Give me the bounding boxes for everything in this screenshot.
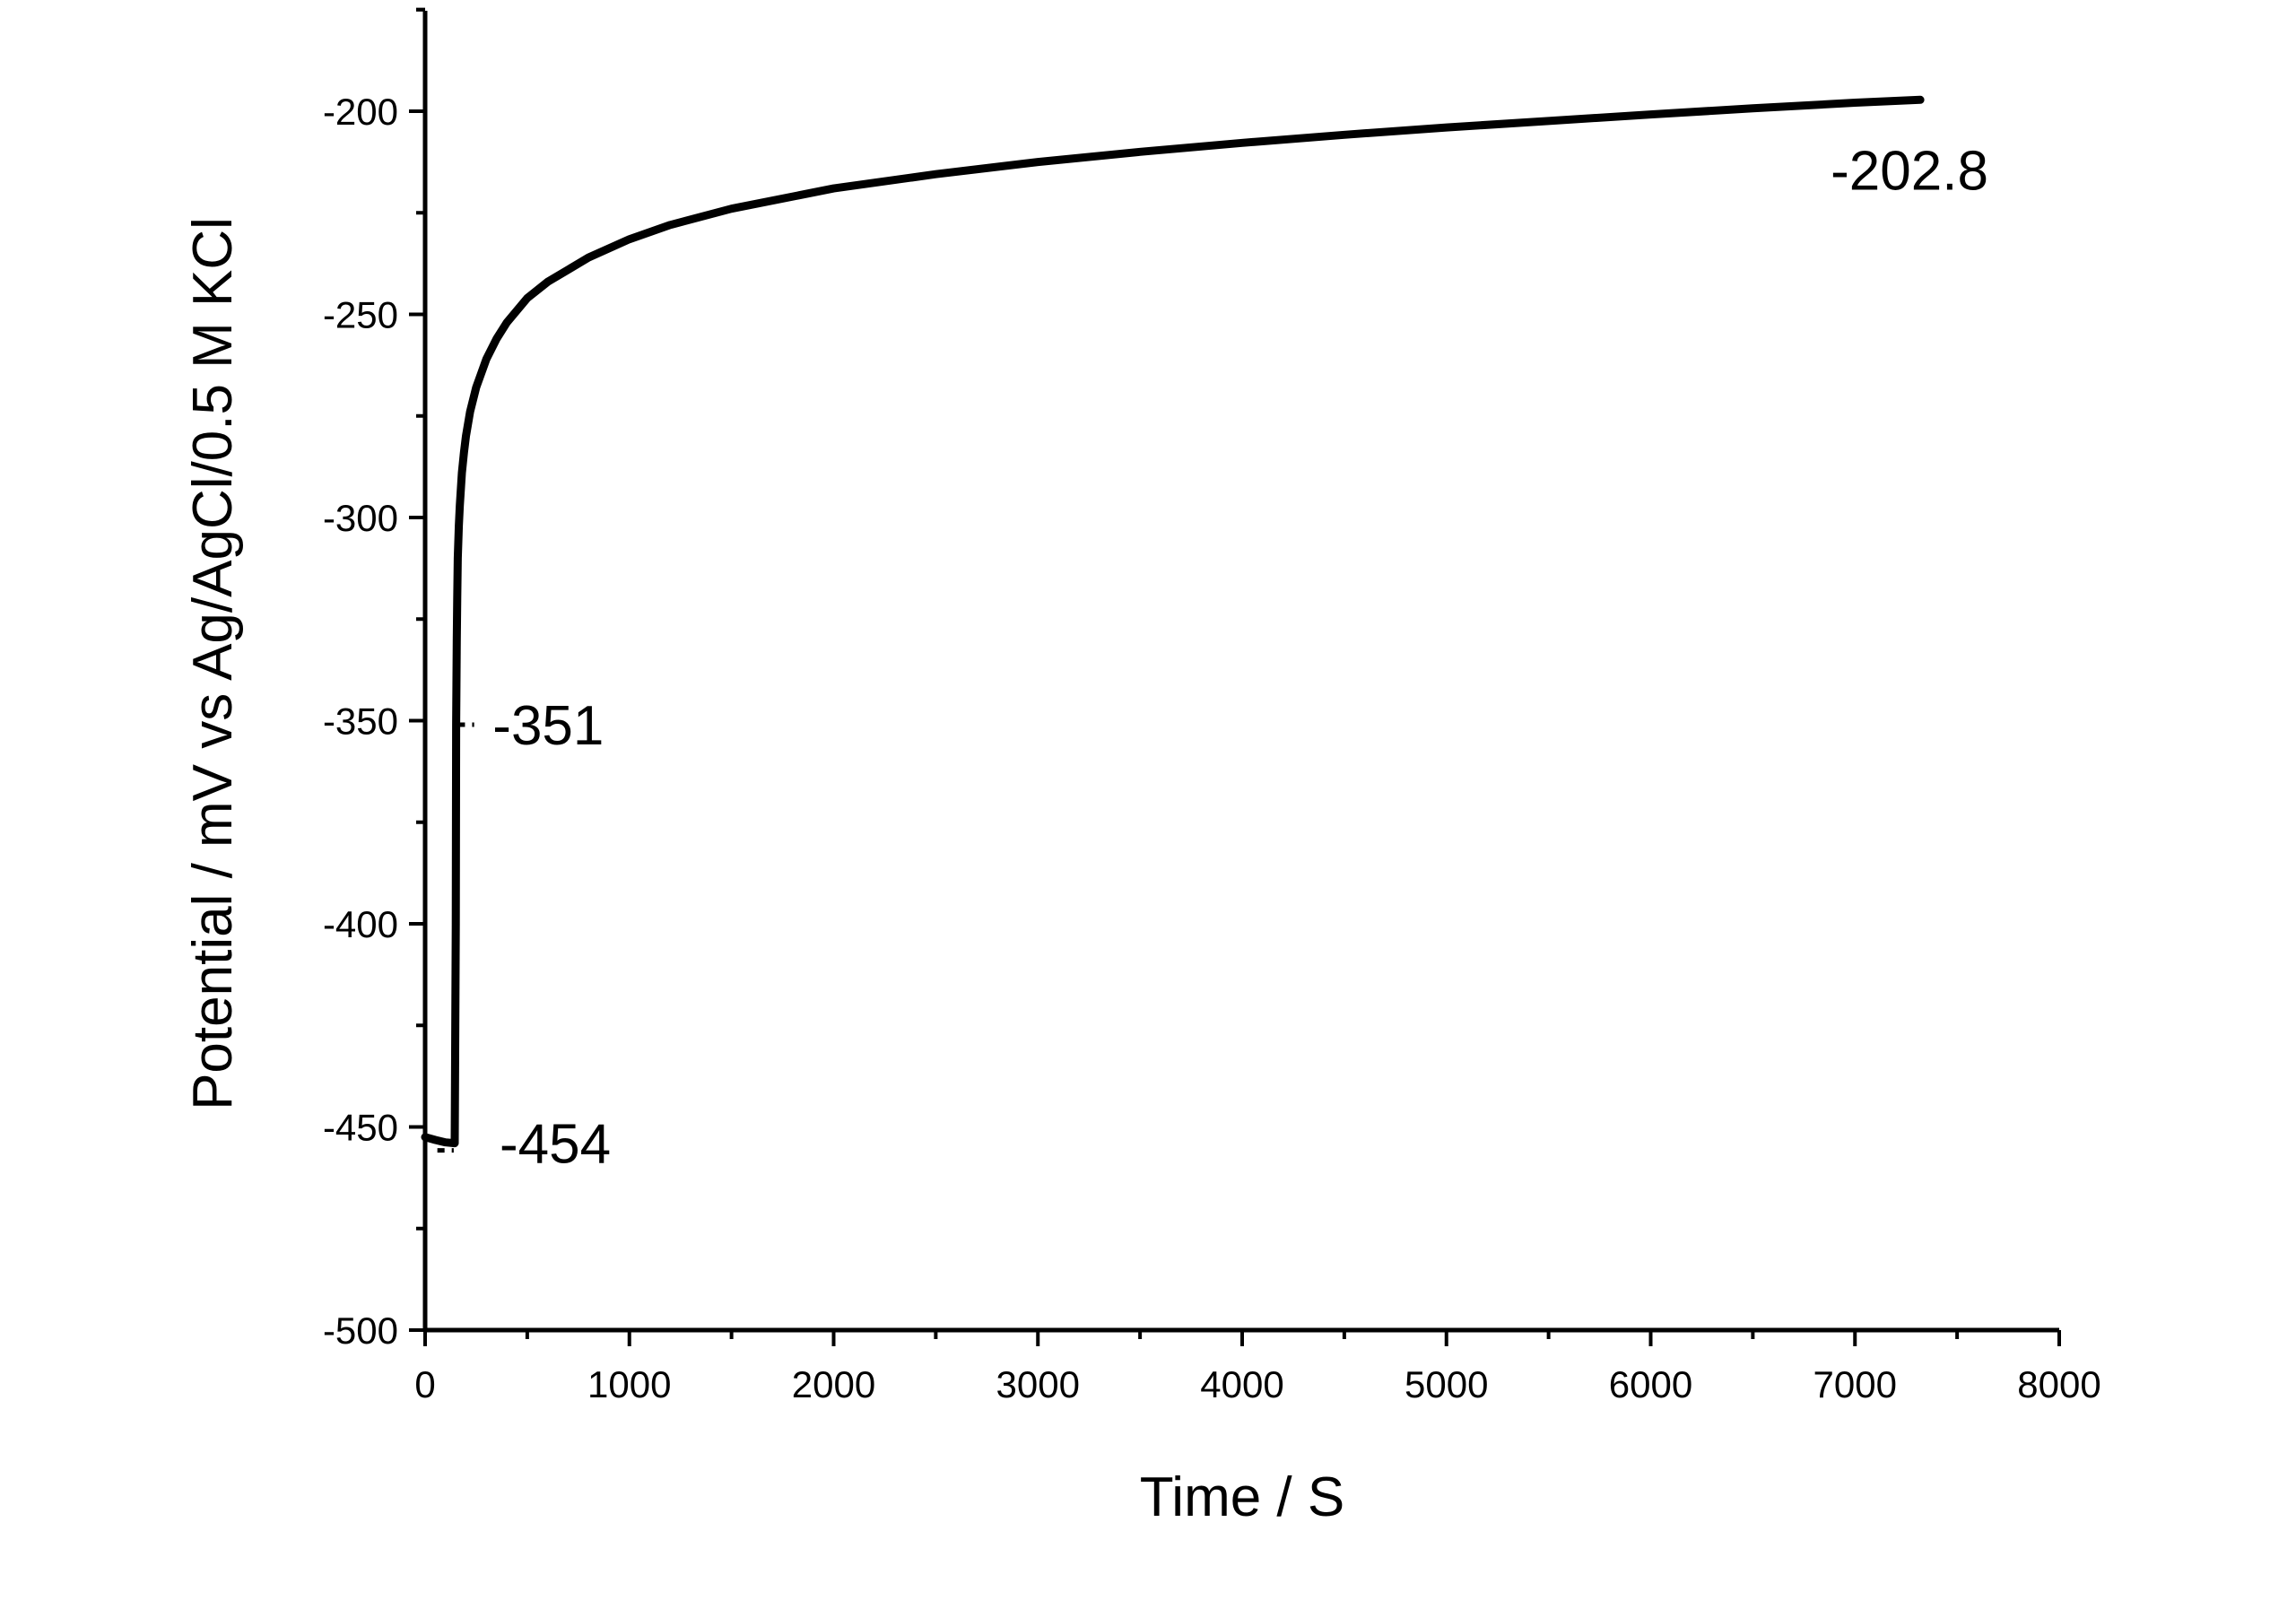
ticks [409, 7, 2061, 1346]
x-tick-label: 2000 [792, 1363, 875, 1405]
y-tick-label: -450 [323, 1107, 398, 1149]
tick-labels: 0 1000 2000 3000 4000 5000 6000 7000 8000 -500 -45… [323, 91, 2101, 1405]
x-tick-label: 8000 [2017, 1363, 2100, 1405]
x-tick-label: 5000 [1405, 1363, 1488, 1405]
x-axis-title: Time / S [1140, 1466, 1345, 1528]
series-line [421, 95, 1925, 1148]
y-tick-label: -300 [323, 497, 398, 539]
data-annotation: -202.8 [1831, 140, 1988, 202]
x-tick-label: 3000 [996, 1363, 1080, 1405]
y-tick-label: -250 [323, 294, 398, 336]
y-tick-label: -350 [323, 700, 398, 743]
x-tick-label: 6000 [1609, 1363, 1692, 1405]
annotations: -454 -351 -202.8 [437, 140, 1988, 1176]
x-tick-label: 7000 [1813, 1363, 1897, 1405]
x-tick-label: 4000 [1200, 1363, 1283, 1405]
x-tick-label: 0 [414, 1363, 435, 1405]
x-tick-label: 1000 [587, 1363, 671, 1405]
y-tick-label: -200 [323, 91, 398, 133]
y-axis-title: Potential / mV vs Ag/AgCl/0.5 M KCl [182, 217, 244, 1110]
data-annotation: -351 [492, 695, 604, 757]
y-tick-label: -400 [323, 903, 398, 945]
data-annotation: -454 [500, 1114, 611, 1176]
y-tick-label: -500 [323, 1309, 398, 1352]
